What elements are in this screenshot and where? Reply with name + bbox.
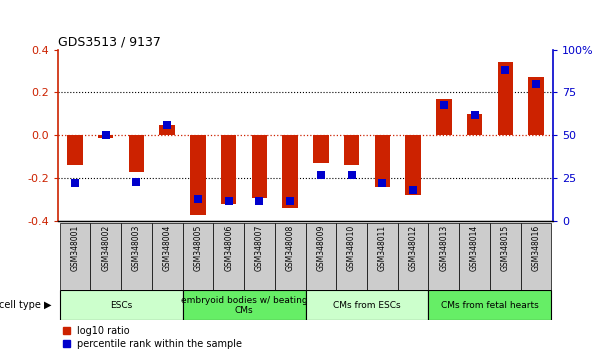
Bar	[313, 135, 329, 163]
Text: GSM348001: GSM348001	[70, 225, 79, 271]
Text: GSM348013: GSM348013	[439, 225, 448, 271]
Bar	[282, 135, 298, 209]
Bar	[336, 223, 367, 290]
Bar	[98, 135, 114, 138]
Text: GSM348006: GSM348006	[224, 225, 233, 272]
Text: CMs from ESCs: CMs from ESCs	[333, 301, 401, 310]
Text: GSM348003: GSM348003	[132, 225, 141, 272]
Bar	[90, 223, 121, 290]
Text: GSM348002: GSM348002	[101, 225, 110, 271]
Text: GSM348008: GSM348008	[285, 225, 295, 271]
Bar	[367, 223, 398, 290]
Bar	[467, 114, 482, 135]
Text: GSM348015: GSM348015	[501, 225, 510, 271]
Bar	[159, 125, 175, 135]
Bar	[275, 223, 306, 290]
Bar	[306, 223, 336, 290]
Bar	[521, 223, 551, 290]
Bar	[252, 135, 267, 198]
Text: GDS3513 / 9137: GDS3513 / 9137	[58, 35, 161, 48]
Bar	[183, 290, 306, 320]
Text: GSM348009: GSM348009	[316, 225, 326, 272]
Bar	[213, 223, 244, 290]
Text: GSM348014: GSM348014	[470, 225, 479, 271]
Bar	[306, 290, 428, 320]
Bar	[183, 223, 213, 290]
Text: GSM348011: GSM348011	[378, 225, 387, 271]
Bar	[436, 99, 452, 135]
Bar	[129, 135, 144, 172]
Text: GSM348012: GSM348012	[409, 225, 417, 271]
Text: cell type ▶: cell type ▶	[0, 300, 52, 310]
Text: CMs from fetal hearts: CMs from fetal hearts	[441, 301, 539, 310]
Text: GSM348010: GSM348010	[347, 225, 356, 271]
Bar	[490, 223, 521, 290]
Bar	[497, 62, 513, 135]
Text: GSM348005: GSM348005	[194, 225, 202, 272]
Bar	[428, 290, 551, 320]
Bar	[152, 223, 183, 290]
Bar	[406, 135, 421, 195]
Bar	[344, 135, 359, 165]
Bar	[67, 135, 82, 165]
Text: GSM348007: GSM348007	[255, 225, 264, 272]
Legend: log10 ratio, percentile rank within the sample: log10 ratio, percentile rank within the …	[63, 326, 243, 349]
Bar	[375, 135, 390, 187]
Bar	[529, 78, 544, 135]
Bar	[459, 223, 490, 290]
Bar	[221, 135, 236, 204]
Text: ESCs: ESCs	[110, 301, 132, 310]
Bar	[398, 223, 428, 290]
Bar	[428, 223, 459, 290]
Bar	[190, 135, 205, 215]
Text: embryoid bodies w/ beating
CMs: embryoid bodies w/ beating CMs	[181, 296, 307, 315]
Text: GSM348004: GSM348004	[163, 225, 172, 272]
Bar	[244, 223, 275, 290]
Bar	[60, 290, 183, 320]
Bar	[60, 223, 90, 290]
Bar	[121, 223, 152, 290]
Text: GSM348016: GSM348016	[532, 225, 541, 271]
